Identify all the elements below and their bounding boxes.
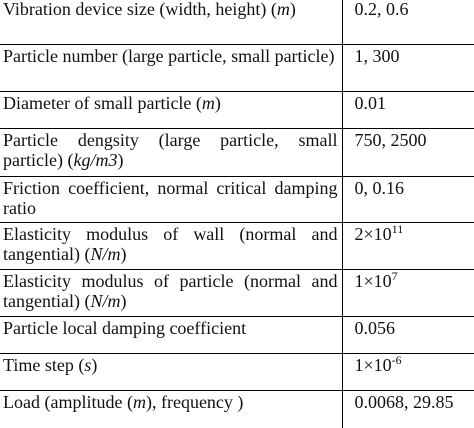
- parameter-cell: Elasticity modulus of particle (normal a…: [0, 268, 343, 317]
- italic-unit: N/m: [90, 243, 121, 264]
- text-run: Particle dengsity (large particle, small…: [3, 129, 338, 170]
- table-row: Load (amplitude (m), frequency ) 0.0068, …: [0, 389, 474, 428]
- text-run: 1×10: [354, 354, 392, 375]
- text-run: 2×10: [354, 223, 392, 244]
- text-run: Diameter of small particle (: [3, 92, 202, 113]
- text-run: ): [117, 149, 124, 170]
- parameter-cell: Friction coefficient, normal critical da…: [0, 175, 343, 223]
- text-run: Friction coefficient, normal critical da…: [3, 177, 338, 218]
- superscript: -6: [391, 352, 402, 367]
- italic-unit: kg/m3: [73, 149, 118, 170]
- parameter-cell: Vibration device size (width, height) (m…: [0, 0, 343, 45]
- value-cell: 0.056: [341, 315, 474, 354]
- parameter-cell: Elasticity modulus of wall (normal and t…: [0, 221, 343, 270]
- superscript: 11: [391, 221, 404, 236]
- parameter-cell: Time step (s): [0, 352, 343, 391]
- text-run: 0.2, 0.6: [354, 0, 409, 19]
- parameter-cell: Particle dengsity (large particle, small…: [0, 127, 343, 177]
- text-run: Elasticity modulus of wall (normal and t…: [3, 223, 338, 264]
- value-cell: 1×10-6: [341, 352, 474, 391]
- text-run: Load (amplitude (: [3, 391, 133, 412]
- text-run: 0.0068, 29.85: [354, 391, 454, 412]
- text-run: ): [120, 290, 127, 311]
- italic-unit: m: [132, 391, 146, 412]
- value-cell: 0.0068, 29.85: [341, 389, 474, 428]
- table-row: Particle number (large particle, small p…: [0, 43, 474, 92]
- table-row: Particle local damping coefficient 0.056: [0, 315, 474, 354]
- table-row: Elasticity modulus of particle (normal a…: [0, 268, 474, 317]
- parameter-cell: Diameter of small particle (m): [0, 90, 343, 129]
- value-cell: 1×107: [341, 268, 474, 317]
- text-run: Vibration device size (width, height) (: [3, 0, 277, 19]
- text-run: 750, 2500: [354, 129, 427, 150]
- text-run: 0.01: [354, 92, 387, 113]
- text-run: Time step (: [3, 354, 85, 375]
- italic-unit: s: [84, 354, 92, 375]
- text-run: 1×10: [354, 270, 392, 291]
- text-run: 0.056: [354, 317, 396, 338]
- table-row: Time step (s) 1×10-6: [0, 352, 474, 391]
- table-row: Diameter of small particle (m) 0.01: [0, 90, 474, 129]
- value-cell: 0.01: [341, 90, 474, 129]
- text-run: Particle number (large particle, small p…: [3, 45, 335, 66]
- text-run: ): [91, 354, 98, 375]
- value-cell: 0.2, 0.6: [341, 0, 474, 45]
- text-run: Elasticity modulus of particle (normal a…: [3, 270, 338, 311]
- value-cell: 1, 300: [341, 43, 474, 92]
- text-run: Particle local damping coefficient: [3, 317, 247, 338]
- table-row: Vibration device size (width, height) (m…: [0, 0, 474, 45]
- value-cell: 2×1011: [341, 221, 474, 270]
- parameter-cell: Particle local damping coefficient: [0, 315, 343, 354]
- value-cell: 0, 0.16: [341, 175, 474, 223]
- table-row: Elasticity modulus of wall (normal and t…: [0, 221, 474, 270]
- italic-unit: m: [276, 0, 290, 19]
- parameter-cell: Load (amplitude (m), frequency ): [0, 389, 343, 428]
- text-run: ): [120, 243, 127, 264]
- text-run: 0, 0.16: [354, 177, 405, 198]
- table-row: Particle dengsity (large particle, small…: [0, 127, 474, 177]
- value-cell: 750, 2500: [341, 127, 474, 177]
- parameter-cell: Particle number (large particle, small p…: [0, 43, 343, 92]
- italic-unit: N/m: [90, 290, 121, 311]
- text-run: ): [214, 92, 221, 113]
- italic-unit: m: [201, 92, 215, 113]
- superscript: 7: [391, 268, 398, 283]
- text-run: ), frequency ): [145, 391, 244, 412]
- table-row: Friction coefficient, normal critical da…: [0, 175, 474, 223]
- text-run: 1, 300: [354, 45, 400, 66]
- text-run: ): [289, 0, 296, 19]
